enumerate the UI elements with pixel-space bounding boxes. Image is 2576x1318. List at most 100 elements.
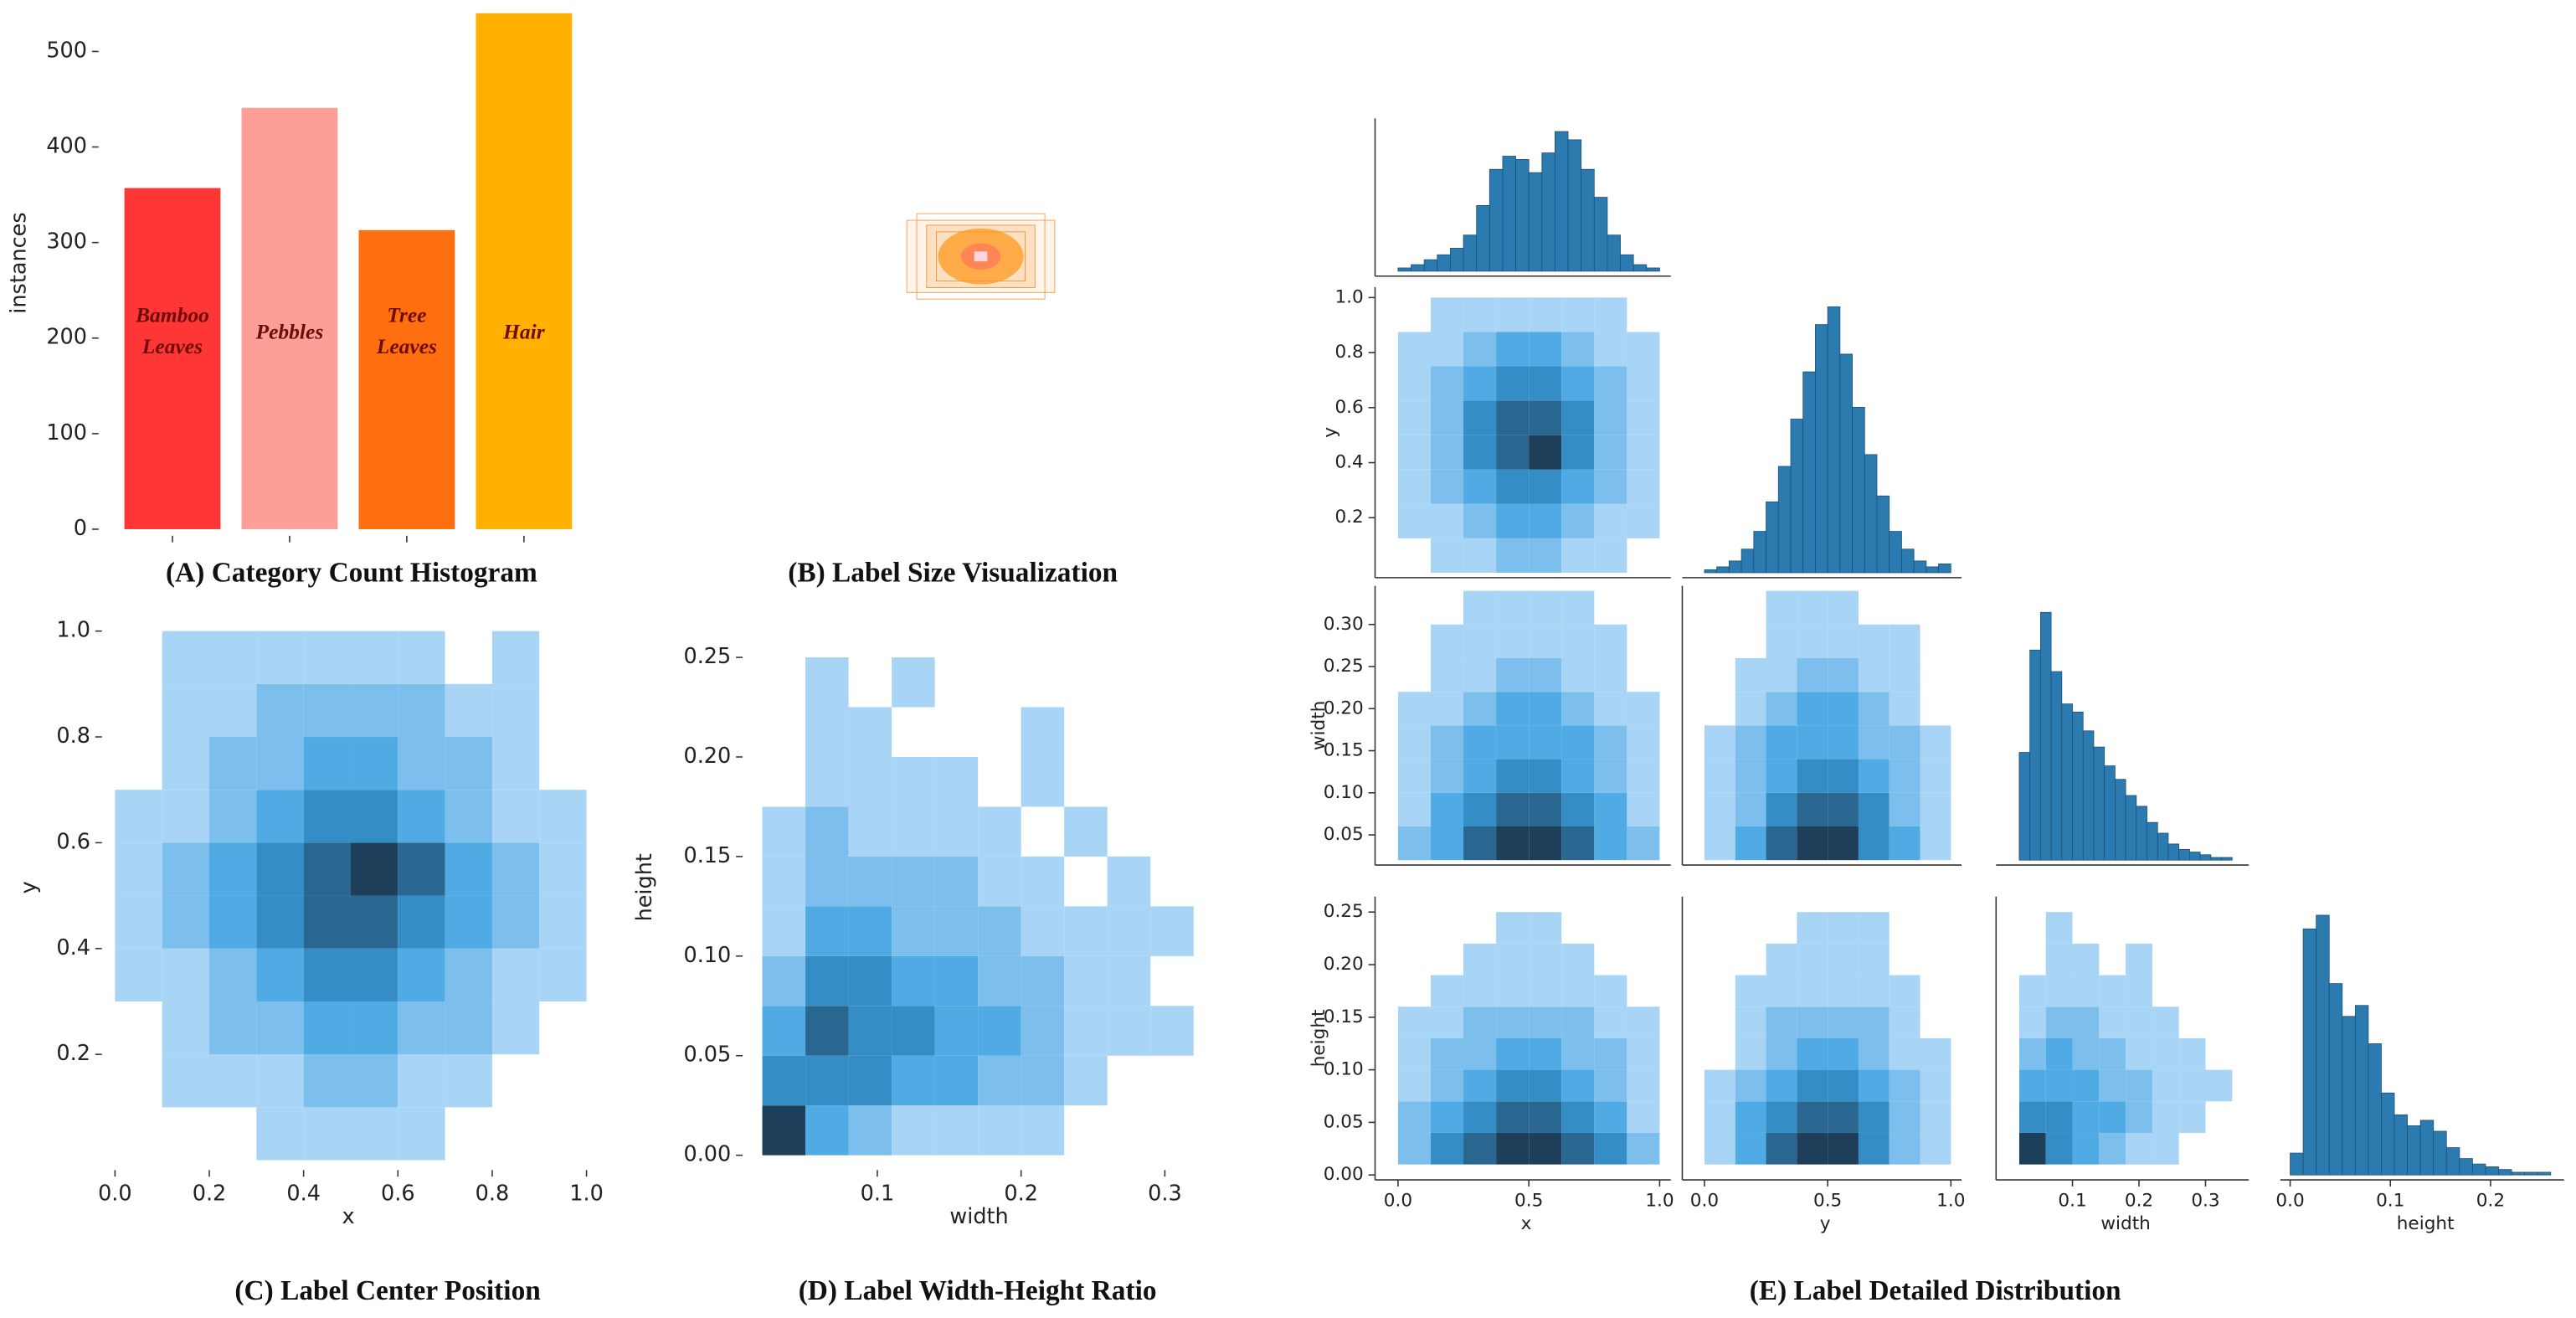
bar — [241, 107, 338, 529]
y-tick-label: 0.6 — [1334, 397, 1363, 418]
hist-bar — [2199, 854, 2212, 861]
heat-cell — [1529, 725, 1562, 759]
heat-cell — [1496, 435, 1530, 470]
heat-cell — [1890, 591, 1920, 625]
heat-cell — [209, 737, 257, 790]
heat-cell — [1797, 975, 1828, 1007]
hist-bar — [2407, 1125, 2421, 1176]
heat-cell — [1529, 1069, 1562, 1102]
heat-cell — [1430, 692, 1464, 726]
heat-cell — [1889, 692, 1920, 726]
hist-bar — [1555, 131, 1569, 272]
heat-cell — [1735, 1007, 1766, 1038]
hist-bar — [1632, 264, 1648, 272]
heat-cell — [1463, 332, 1497, 367]
heat-cell — [1021, 955, 1065, 1007]
heat-cell — [1150, 806, 1194, 856]
hist-bar — [2061, 703, 2073, 861]
hist-bar — [1541, 152, 1555, 272]
hist-bar — [1716, 566, 1730, 574]
heat-cell — [1529, 975, 1562, 1007]
y-tick-label: 0.4 — [56, 935, 90, 960]
label-box — [916, 213, 1046, 300]
heat-cell — [805, 1006, 849, 1056]
heat-cell — [2126, 1132, 2152, 1165]
heat-cell — [2072, 1007, 2100, 1038]
heat-cell — [763, 708, 806, 757]
heat-cell — [1561, 590, 1595, 625]
heat-cell — [1430, 1101, 1464, 1133]
heat-cell — [1021, 856, 1065, 907]
heat-cell — [2179, 912, 2206, 944]
heat-cell — [2099, 1037, 2126, 1070]
heat-cell — [1828, 624, 1859, 658]
bar — [476, 13, 573, 529]
x-tick-label: 0.5 — [1813, 1191, 1842, 1212]
heat-cell — [1150, 857, 1194, 906]
heat-cell — [892, 708, 935, 757]
heat-cell — [1735, 944, 1766, 976]
heat-cell — [1797, 657, 1828, 692]
heat-cell — [303, 948, 351, 1001]
heat-cell — [539, 1001, 586, 1054]
heat-cell — [1627, 944, 1659, 976]
heat-cell — [1463, 725, 1497, 759]
heat-cell — [350, 1001, 398, 1055]
heat-cell — [1594, 1037, 1627, 1070]
heat-cell — [978, 955, 1021, 1007]
bar-label-box: Tree Leaves — [377, 302, 437, 358]
heat-cell — [1463, 1132, 1497, 1165]
heat-cell — [1828, 657, 1859, 692]
heat-cell — [1561, 503, 1595, 538]
heat-cell — [1398, 591, 1431, 625]
heat-cell — [2205, 976, 2232, 1007]
y-tick-label: 0.30 — [1324, 614, 1364, 635]
heat-cell — [2099, 912, 2126, 944]
heat-cell — [1627, 366, 1660, 401]
heat-cell — [1766, 826, 1797, 861]
heat-cell — [1398, 297, 1431, 332]
heat-cell — [1107, 856, 1151, 907]
heat-cell — [1704, 912, 1735, 944]
heat-cell — [1496, 943, 1530, 976]
heat-cell — [1397, 1007, 1431, 1038]
heat-cell — [1529, 624, 1562, 658]
heat-cell — [162, 1107, 209, 1160]
heat-cell — [492, 1054, 539, 1107]
heat-cell — [1627, 759, 1660, 793]
hist-bar — [2368, 1043, 2382, 1176]
heat-cell — [350, 895, 398, 949]
heat-cell — [1430, 469, 1464, 504]
heat-cell — [303, 1054, 351, 1108]
heat-cell — [1766, 1101, 1797, 1133]
heat-cell — [1529, 759, 1562, 793]
heat-cell — [1398, 912, 1431, 944]
heat-cell — [1496, 400, 1530, 435]
heat-cell — [1889, 1132, 1920, 1165]
x-tick-label: 0.2 — [1004, 1182, 1038, 1207]
hist-bar — [2050, 671, 2063, 861]
hist-bar — [1802, 371, 1816, 574]
heat-cell — [978, 1006, 1021, 1056]
heat-cell — [115, 1054, 162, 1107]
hist-bar — [2039, 611, 2052, 861]
heat-cell — [934, 1006, 979, 1056]
heat-cell — [1108, 757, 1151, 806]
heat-cell — [350, 683, 398, 738]
heat-cell — [1828, 1101, 1859, 1133]
heat-cell — [1561, 759, 1595, 793]
heat-cell — [978, 906, 1021, 956]
heat-cell — [2045, 975, 2073, 1007]
heat-cell — [2045, 1069, 2073, 1102]
heat-cell — [491, 683, 540, 738]
heat-cell — [1529, 469, 1562, 504]
heat-cell — [1828, 975, 1859, 1007]
y-tick-label: 0.25 — [1324, 901, 1364, 922]
heat-cell — [1496, 826, 1530, 861]
heat-cell — [2019, 912, 2046, 944]
heat-cell — [1430, 538, 1464, 573]
heat-cell — [209, 631, 257, 684]
heat-cell — [1594, 1007, 1627, 1038]
heat-cell — [1397, 759, 1431, 793]
hist-bar — [2342, 1016, 2356, 1176]
